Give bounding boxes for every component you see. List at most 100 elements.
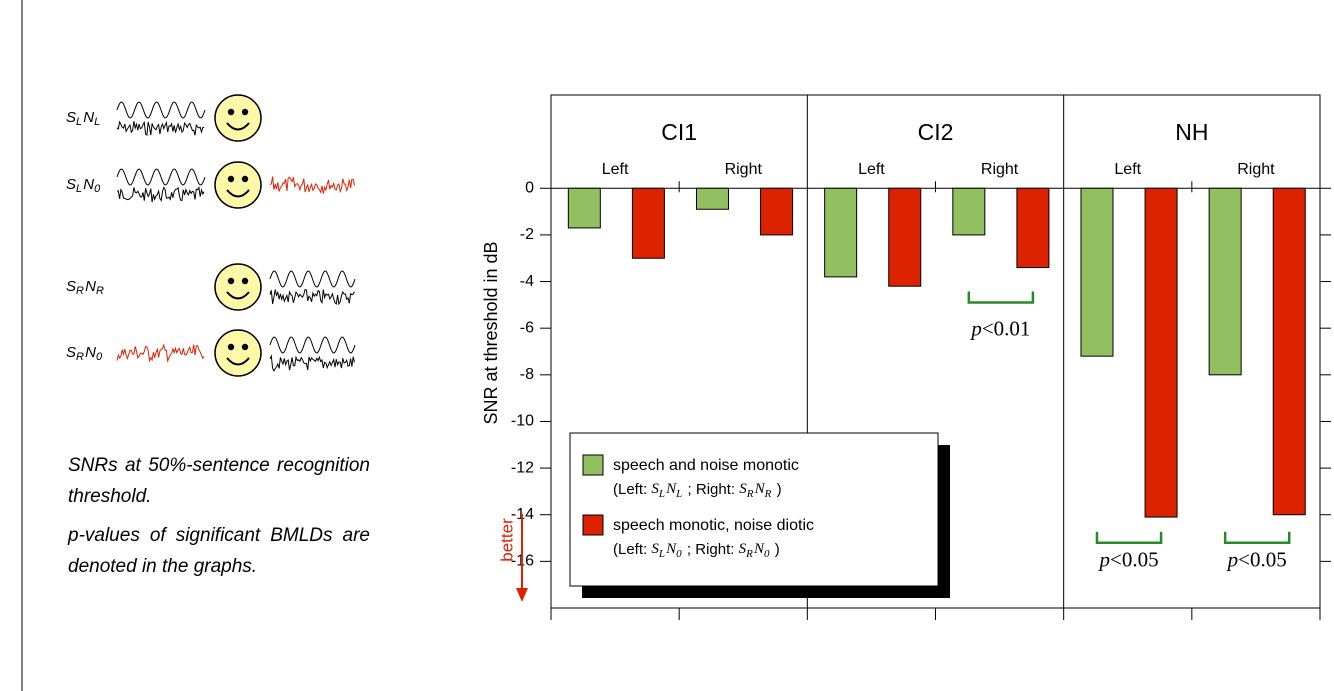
speech-wave (269, 336, 356, 354)
p-value: p<0.01 (969, 316, 1030, 340)
label-base: S (66, 278, 76, 295)
label-gap (102, 350, 103, 355)
label-base: S (651, 541, 659, 557)
p-text: <0.05 (1110, 547, 1159, 571)
label-part: ; Right: (683, 541, 739, 558)
significance-bracket (1223, 531, 1291, 544)
label-part: ) (771, 541, 780, 558)
label-sub: R (764, 488, 772, 500)
significance-bracket (1095, 531, 1163, 544)
eye (241, 343, 249, 351)
bar (760, 187, 794, 236)
x-tick-label: Right (981, 161, 1019, 178)
eye (241, 175, 249, 183)
noise-wave (116, 186, 205, 203)
bar (952, 187, 986, 236)
bar (695, 187, 729, 210)
x-tick-label: Left (602, 161, 629, 178)
bar (888, 187, 922, 287)
significance-bracket (967, 291, 1035, 304)
bar (1016, 187, 1050, 269)
noise-wave (116, 343, 205, 363)
label-base: N (83, 176, 94, 193)
label-base: S (651, 481, 659, 497)
label-gap (100, 182, 101, 187)
label: SL N0 (66, 176, 101, 195)
label-sub: R (745, 548, 753, 560)
eye (227, 277, 235, 285)
label-base: S (66, 176, 76, 193)
eye (227, 108, 235, 116)
x-tick-label: Left (858, 161, 885, 178)
p-symbol: p (969, 316, 982, 340)
speech-wave (116, 168, 206, 186)
eye (241, 277, 249, 285)
legend-swatch (582, 514, 604, 536)
mouth (226, 122, 250, 131)
label-base: N (665, 541, 677, 557)
label-sub: L (658, 548, 665, 560)
y-tick-label: -8 (520, 366, 534, 383)
mouth (226, 189, 250, 198)
bar (824, 187, 858, 278)
y-tick-label: -10 (511, 413, 534, 430)
label-part: ) (772, 481, 781, 498)
face (214, 263, 262, 311)
legend-label: speech monotic, noise diotic (613, 517, 814, 534)
label-sub: 0 (94, 183, 101, 195)
y-tick-label: -12 (511, 459, 534, 476)
label-sub: R (96, 285, 104, 297)
p-symbol: p (1226, 547, 1239, 571)
y-tick-label: -6 (520, 319, 534, 336)
p-value: p<0.05 (1226, 547, 1287, 571)
label-sub: R (746, 488, 754, 500)
label-part: ; Right: (683, 481, 739, 498)
note: p-values of significant BMLDs are denote… (68, 525, 370, 577)
p-text: <0.05 (1238, 547, 1287, 571)
label-base: S (739, 541, 747, 557)
speech-wave (116, 101, 206, 119)
panel-title: CI2 (918, 119, 954, 145)
label-base: S (66, 109, 76, 126)
y-tick-label: -2 (520, 226, 534, 243)
label-base: N (83, 109, 94, 126)
note: SNRs at 50%-sentence recognition thresho… (68, 455, 370, 507)
speech-wave (269, 270, 356, 288)
label-sub: 0 (676, 548, 682, 560)
eye (227, 175, 235, 183)
noise-wave (269, 288, 355, 306)
y-tick-label: -4 (520, 273, 534, 290)
label-sub: L (675, 488, 682, 500)
eye (227, 343, 235, 351)
label-base: S (66, 344, 76, 361)
label-sub: 0 (764, 548, 770, 560)
label-part: (Left: (613, 481, 651, 498)
panel-title: NH (1175, 119, 1208, 145)
noise-wave (269, 354, 355, 372)
bar (631, 187, 665, 259)
p-text: <0.01 (982, 316, 1031, 340)
label-sub: L (76, 183, 82, 195)
label: SL NL (66, 109, 101, 128)
illustration: SL NL SL N0 SR NR SR N0 (66, 94, 356, 377)
label-sub: R (76, 285, 84, 297)
label-base: N (665, 481, 677, 497)
face (214, 161, 262, 209)
x-tick-label: Right (725, 161, 763, 178)
label: (Left: SL N0 ; Right: SR N0 ) (613, 541, 780, 560)
label-part: (Left: (613, 541, 651, 558)
bar (1208, 187, 1242, 376)
better-label: better (497, 518, 516, 562)
bar (1144, 187, 1178, 518)
noise-wave (269, 176, 355, 194)
panel-title: CI1 (661, 119, 697, 145)
noise-wave (116, 120, 205, 137)
p-symbol: p (1097, 547, 1110, 571)
label-base: S (739, 481, 747, 497)
label-base: N (85, 278, 96, 295)
plot: 0-2-4-6-8-10-12-14-16SNR at threshold in… (481, 94, 1331, 620)
label-sub: R (76, 351, 84, 363)
face (214, 94, 262, 142)
